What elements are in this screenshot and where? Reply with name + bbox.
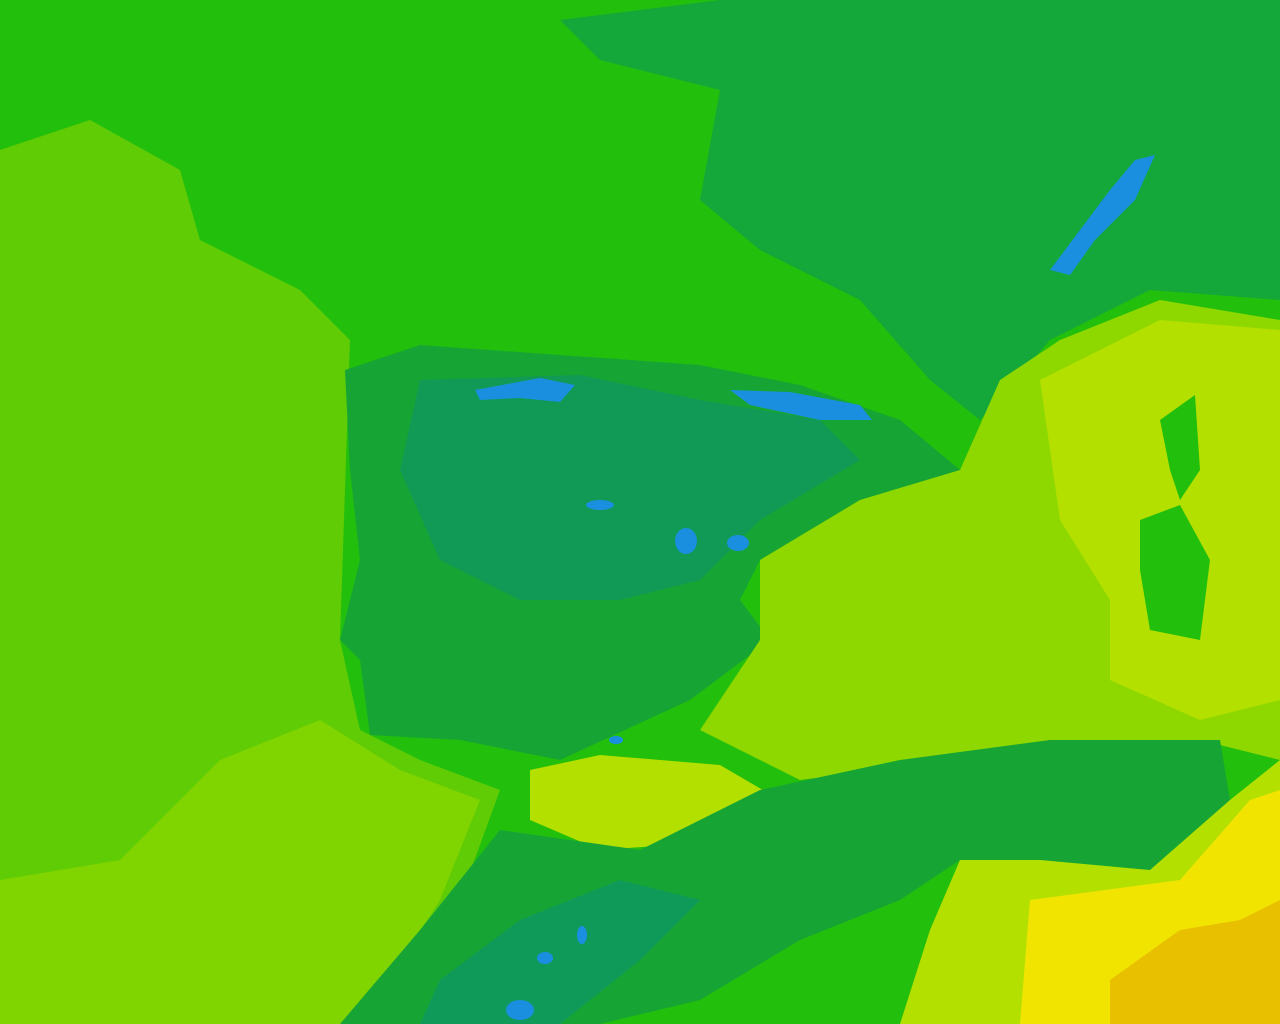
central-cold-spot bbox=[675, 528, 697, 554]
atlas-cold-spot-2 bbox=[537, 952, 553, 964]
central-cold-spot-2 bbox=[727, 535, 749, 551]
iberia-cold-core bbox=[400, 375, 860, 600]
pyrenees-cold-spot bbox=[730, 390, 872, 420]
sierra-cold-spot bbox=[586, 500, 614, 510]
sahara-hottest bbox=[1110, 900, 1280, 1024]
corsica-sardinia-cool bbox=[1140, 395, 1210, 640]
nevada-cold-spot bbox=[609, 736, 623, 744]
atlantic-south-warmer bbox=[0, 720, 480, 1024]
cantabrian-cold-spot bbox=[475, 378, 575, 402]
north-cool-zone bbox=[560, 0, 1280, 420]
atlas-cold bbox=[420, 880, 700, 1024]
cold-spots bbox=[475, 155, 1155, 1020]
alps-cold-spot bbox=[1050, 155, 1155, 275]
atlas-cold-spot bbox=[506, 1000, 534, 1020]
atlas-cold-spot-3 bbox=[577, 926, 587, 944]
